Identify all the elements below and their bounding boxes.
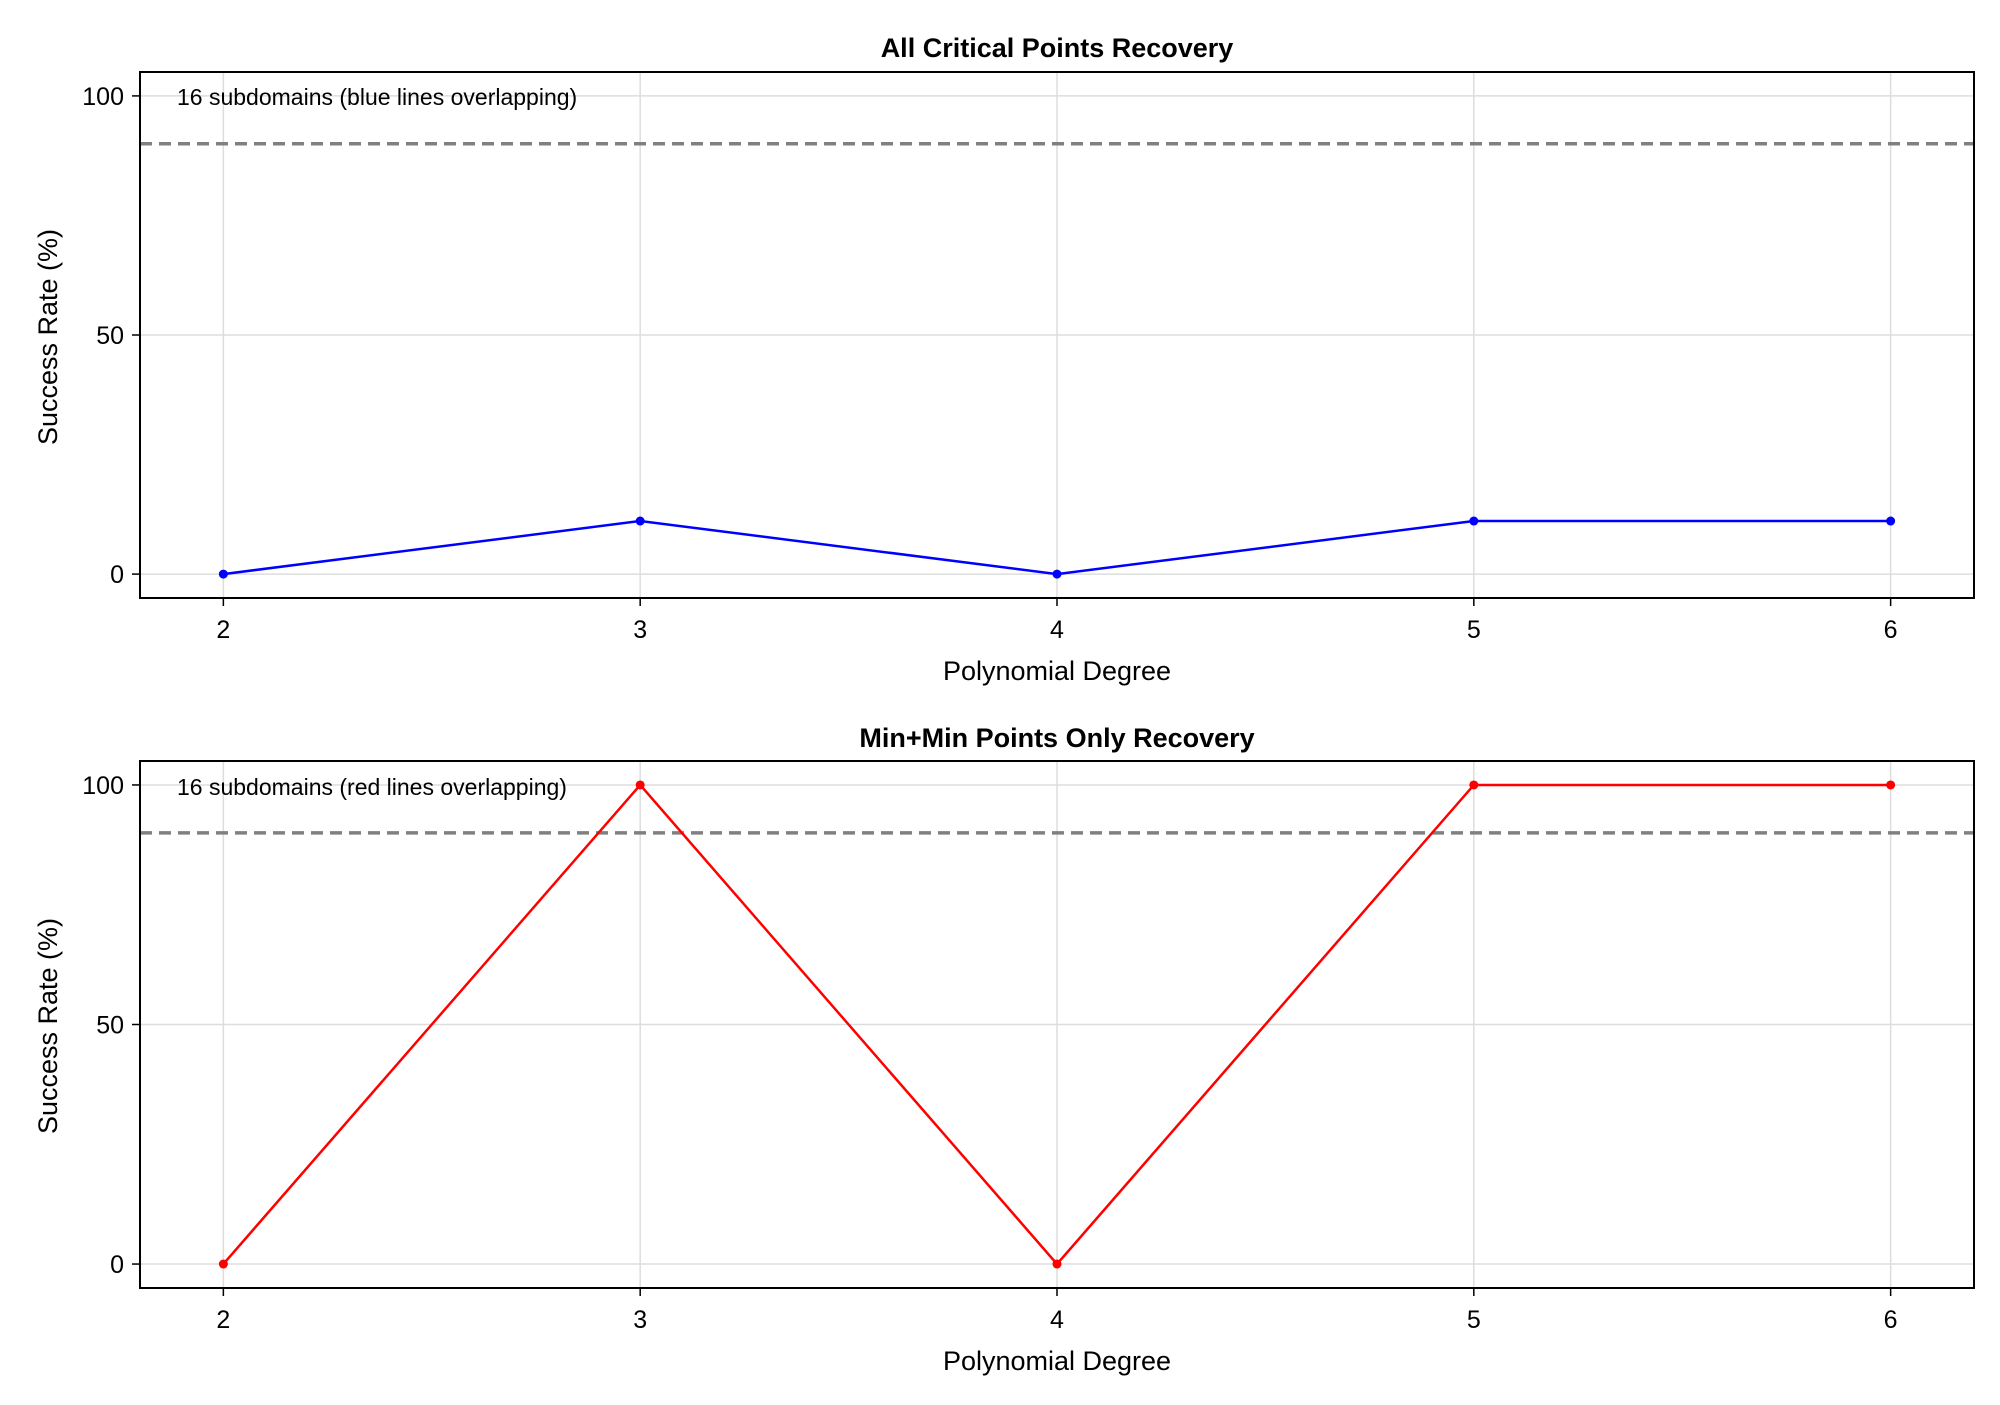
series-group bbox=[218, 780, 1896, 1269]
x-axis-label: Polynomial Degree bbox=[943, 656, 1171, 686]
x-tick-label: 5 bbox=[1467, 1306, 1481, 1334]
x-tick-labels: 2 3 4 5 6 bbox=[216, 598, 1898, 644]
data-point bbox=[1886, 516, 1896, 526]
chart-title: All Critical Points Recovery bbox=[881, 33, 1234, 63]
y-axis-label: Success Rate (%) bbox=[33, 918, 63, 1134]
chart-title: Min+Min Points Only Recovery bbox=[859, 723, 1254, 753]
x-tick-label: 4 bbox=[1050, 616, 1064, 644]
x-tick-label: 2 bbox=[216, 1306, 230, 1334]
annotation: 16 subdomains (blue lines overlapping) bbox=[177, 84, 577, 110]
y-tick-label: 50 bbox=[96, 322, 124, 350]
y-tick-labels: 0 50 100 bbox=[82, 83, 140, 589]
y-tick-label: 100 bbox=[82, 772, 124, 800]
x-axis-label: Polynomial Degree bbox=[943, 1346, 1171, 1376]
x-tick-label: 6 bbox=[1884, 616, 1898, 644]
x-tick-label: 3 bbox=[633, 1306, 647, 1334]
y-tick-label: 50 bbox=[96, 1012, 124, 1040]
y-tick-label: 0 bbox=[110, 1251, 124, 1279]
data-point bbox=[635, 516, 645, 526]
data-point bbox=[218, 569, 228, 579]
panel-min-min-points: Min+Min Points Only Recovery 16 subdomai… bbox=[33, 723, 1975, 1376]
data-point bbox=[1052, 569, 1062, 579]
data-point bbox=[1469, 780, 1479, 790]
data-point bbox=[1886, 780, 1896, 790]
y-tick-label: 0 bbox=[110, 561, 124, 589]
data-point bbox=[1469, 516, 1479, 526]
x-tick-label: 3 bbox=[633, 616, 647, 644]
x-tick-label: 2 bbox=[216, 616, 230, 644]
x-tick-label: 4 bbox=[1050, 1306, 1064, 1334]
annotation: 16 subdomains (red lines overlapping) bbox=[177, 774, 567, 800]
y-axis-label: Success Rate (%) bbox=[33, 229, 63, 445]
grid bbox=[140, 72, 1974, 598]
x-tick-label: 5 bbox=[1467, 616, 1481, 644]
panel-all-critical-points: All Critical Points Recovery 16 subdomai… bbox=[33, 33, 1975, 686]
series-group bbox=[218, 516, 1896, 579]
x-tick-labels: 2 3 4 5 6 bbox=[216, 1288, 1898, 1334]
grid bbox=[140, 761, 1974, 1288]
data-point bbox=[635, 780, 645, 790]
y-tick-labels: 0 50 100 bbox=[82, 772, 140, 1279]
y-tick-label: 100 bbox=[82, 83, 124, 111]
data-point bbox=[1052, 1259, 1062, 1269]
x-tick-label: 6 bbox=[1884, 1306, 1898, 1334]
data-point bbox=[218, 1259, 228, 1269]
